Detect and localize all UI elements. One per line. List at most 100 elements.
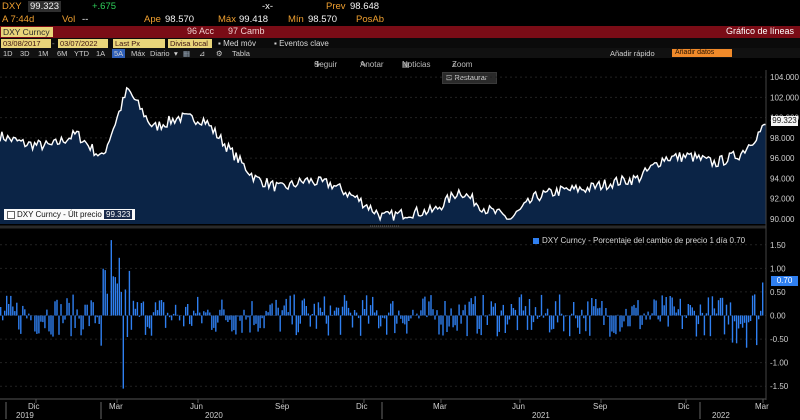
quote-time: A 7:44d — [2, 14, 35, 25]
change-bar — [203, 311, 205, 316]
frequency-select[interactable]: Diario — [150, 49, 170, 58]
change-bar — [339, 315, 342, 335]
change-bar — [134, 308, 137, 316]
change-bar — [247, 315, 249, 318]
change-bar — [605, 308, 607, 316]
change-bar — [102, 268, 104, 316]
change-bar — [325, 315, 328, 324]
change-bar — [528, 299, 531, 316]
change-bar — [277, 307, 279, 316]
change-bar — [685, 315, 687, 318]
change-bar — [335, 307, 338, 316]
change-bar — [197, 296, 199, 316]
settings-icon[interactable]: ⚙ — [216, 49, 223, 58]
change-bar — [126, 315, 129, 337]
change-bar — [504, 315, 506, 333]
change-bar — [12, 306, 14, 316]
change-bar — [152, 312, 155, 316]
change-bar — [468, 301, 470, 316]
period-1d[interactable]: 1D — [3, 49, 13, 58]
change-bar — [374, 312, 376, 316]
change-bar — [520, 294, 523, 316]
change-bar — [174, 304, 177, 316]
change-bar — [22, 305, 24, 316]
key-events-toggle[interactable]: ▪ Eventos clave — [274, 39, 329, 48]
change-bar — [719, 297, 722, 316]
period-ytd[interactable]: YTD — [74, 49, 89, 58]
start-date-input[interactable]: 03/08/2017 — [1, 39, 51, 48]
end-date-input[interactable]: 03/07/2022 — [58, 39, 108, 48]
period-1a[interactable]: 1A — [96, 49, 106, 58]
change-bar — [460, 315, 462, 324]
period-3d[interactable]: 3D — [20, 49, 30, 58]
quick-add-button[interactable]: Añadir rápido — [610, 49, 655, 58]
period-max[interactable]: Máx — [131, 49, 146, 58]
ape-value: 98.570 — [165, 14, 195, 25]
change-bar — [382, 315, 384, 318]
change-bar — [573, 302, 575, 316]
change-bar — [378, 315, 380, 329]
x-axis: Dic Mar Jun Sep Dic Mar Jun Sep Dic Mar 2019 2020 20… — [0, 398, 769, 420]
change-bar — [4, 310, 6, 316]
change-bar — [156, 310, 159, 316]
change-bar — [550, 315, 553, 330]
change-legend[interactable]: DXY Curncy - Porcentaje del cambio de pr… — [533, 236, 745, 245]
change-bar — [0, 307, 2, 316]
chevron-down-icon[interactable]: ▾ — [174, 49, 178, 58]
change-bar — [142, 301, 145, 316]
draw-icon[interactable]: ⊿ — [199, 49, 206, 58]
min-value: 98.570 — [308, 14, 338, 25]
change-bar — [78, 315, 80, 319]
change-bar — [643, 313, 645, 316]
change-bar — [341, 306, 344, 316]
period-6m[interactable]: 6M — [57, 49, 68, 58]
last-price-marker: 99.323 — [771, 116, 798, 126]
change-bar — [488, 314, 490, 316]
add-data-button[interactable]: Añadir datos — [672, 49, 732, 57]
camb-menu[interactable]: 97 Camb — [228, 26, 265, 36]
change-bar — [711, 296, 714, 316]
change-bar — [514, 309, 517, 316]
change-bar — [349, 312, 352, 316]
line-style-icon[interactable]: ▦ — [183, 49, 191, 58]
change-bar — [178, 315, 181, 321]
change-bar — [743, 315, 746, 323]
posab-label: PosAb — [356, 14, 384, 25]
change-bar — [92, 302, 94, 316]
field-select[interactable]: Last Px — [113, 39, 165, 48]
y-tick-label: -0.50 — [770, 335, 789, 344]
moving-average-toggle[interactable]: ▪ Med móv — [218, 39, 256, 48]
change-bar — [450, 308, 452, 316]
change-bar — [388, 312, 390, 316]
table-button[interactable]: Tabla — [232, 49, 250, 58]
change-bar — [154, 302, 157, 316]
change-bar — [556, 315, 559, 323]
change-bar — [665, 297, 667, 316]
change-bar — [673, 306, 675, 316]
change-bar — [118, 257, 120, 316]
change-bar — [480, 315, 482, 336]
price-type-select[interactable]: Divisa local — [168, 39, 212, 48]
change-bar — [671, 297, 673, 316]
change-bar — [46, 309, 48, 316]
change-bar — [168, 315, 171, 318]
legend-checkbox-icon[interactable] — [7, 210, 15, 219]
change-bar — [361, 300, 364, 316]
price-legend[interactable]: DXY Curncy - Últ precio 99.323 — [4, 209, 136, 220]
change-bar — [114, 277, 116, 316]
change-bar — [70, 315, 72, 337]
change-bar — [287, 312, 289, 316]
period-1m[interactable]: 1M — [38, 49, 49, 58]
change-bar — [695, 315, 698, 337]
acc-menu[interactable]: 96 Acc — [187, 26, 215, 36]
security-input[interactable]: DXY Curncy — [1, 27, 53, 37]
period-5a[interactable]: 5A — [112, 49, 126, 58]
change-bar — [492, 306, 494, 316]
vol-label: Vol — [62, 14, 76, 25]
change-bar — [28, 313, 30, 316]
crosshair-icon: ✛ — [314, 60, 321, 69]
change-bar — [217, 315, 219, 323]
change-bar — [617, 314, 619, 316]
follow-label: Seguir — [314, 60, 338, 69]
